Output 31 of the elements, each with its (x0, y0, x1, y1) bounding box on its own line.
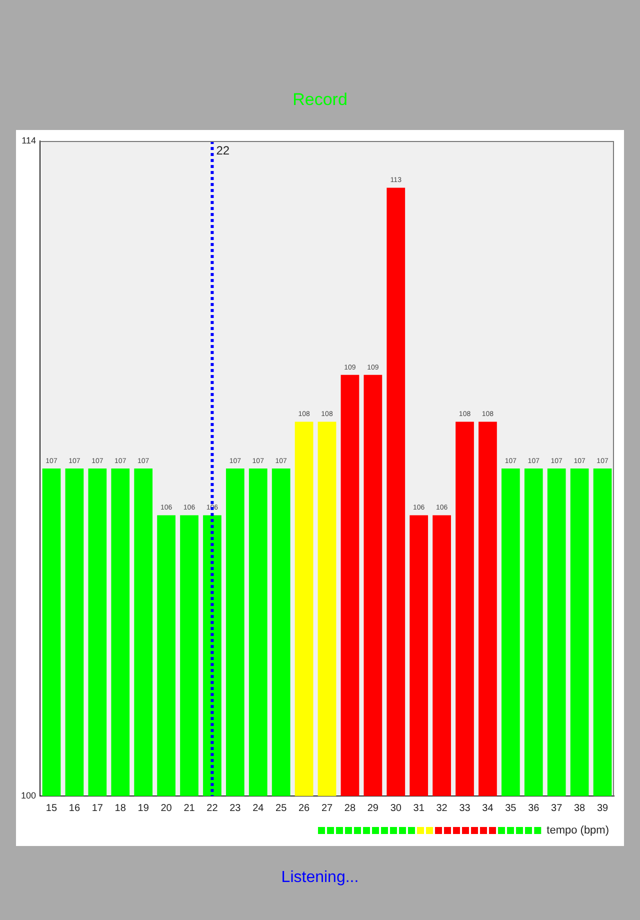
x-tick-label: 22 (206, 802, 218, 814)
ref-line-label: 22 (216, 143, 230, 158)
x-tick-label: 16 (68, 802, 80, 814)
x-tick-label: 34 (482, 802, 494, 814)
x-tick-label: 37 (551, 802, 563, 814)
x-tick-label: 18 (114, 802, 126, 814)
x-tick-label: 35 (505, 802, 517, 814)
x-tick-label: 17 (92, 802, 104, 814)
x-tick-label: 20 (160, 802, 172, 814)
legend-label: tempo (bpm) (546, 824, 610, 837)
x-tick-label: 32 (436, 802, 448, 814)
x-tick-label: 28 (344, 802, 356, 814)
x-tick-label: 25 (276, 802, 288, 814)
x-tick-label: 31 (413, 802, 425, 814)
x-tick-label: 39 (596, 802, 609, 814)
x-tick-label: 15 (46, 802, 58, 814)
x-tick-label: 27 (321, 802, 334, 814)
x-tick-label: 24 (252, 802, 264, 814)
x-tick-label: 26 (298, 802, 310, 814)
y-tick-label: 100 (20, 790, 36, 800)
x-tick-label: 33 (459, 802, 471, 814)
x-tick-label: 29 (367, 802, 379, 814)
text: Listening... (281, 869, 359, 886)
x-tick-label: 36 (528, 802, 540, 814)
x-tick-label: 23 (230, 802, 242, 814)
x-tick-label: 19 (138, 802, 150, 814)
x-tick-label: 21 (184, 802, 196, 814)
x-tick-label: 38 (574, 802, 586, 814)
text: Record (292, 90, 348, 109)
y-tick-label: 114 (22, 135, 36, 146)
x-tick-label: 30 (390, 802, 402, 814)
